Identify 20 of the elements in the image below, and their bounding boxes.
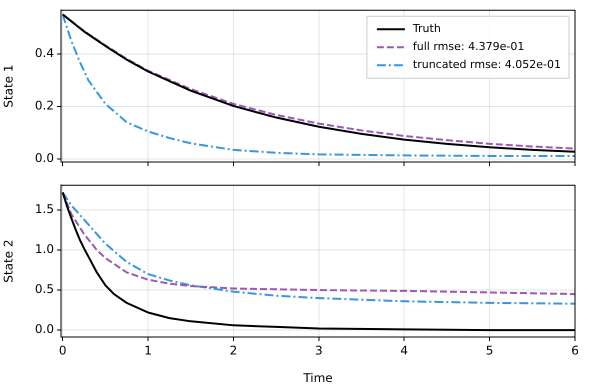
y-axis-title: State 2 [1,239,16,283]
x-tick-label: 4 [400,343,408,358]
y-axis-title: State 1 [1,64,16,108]
y-tick-label: 0.5 [34,282,54,296]
x-tick-label: 3 [315,343,323,358]
y-tick-label: 0.0 [34,151,54,166]
y-tick-label: 0.4 [34,46,54,60]
y-tick-label: 1.0 [34,242,54,256]
y-tick-label: 0.0 [34,322,54,336]
x-axis-title: Time [302,370,333,385]
x-tick-label: 2 [230,343,238,358]
y-tick-label: 0.2 [34,98,54,113]
legend-label: truncated rmse: 4.052e-01 [412,58,562,72]
x-tick-label: 0 [58,343,67,358]
y-tick-label: 1.5 [34,202,54,216]
x-tick-label: 6 [571,343,579,358]
legend-label: Truth [412,22,441,36]
legend-label: full rmse: 4.379e-01 [412,40,524,54]
x-tick-label: 1 [144,343,152,358]
x-tick-label: 5 [486,343,494,358]
